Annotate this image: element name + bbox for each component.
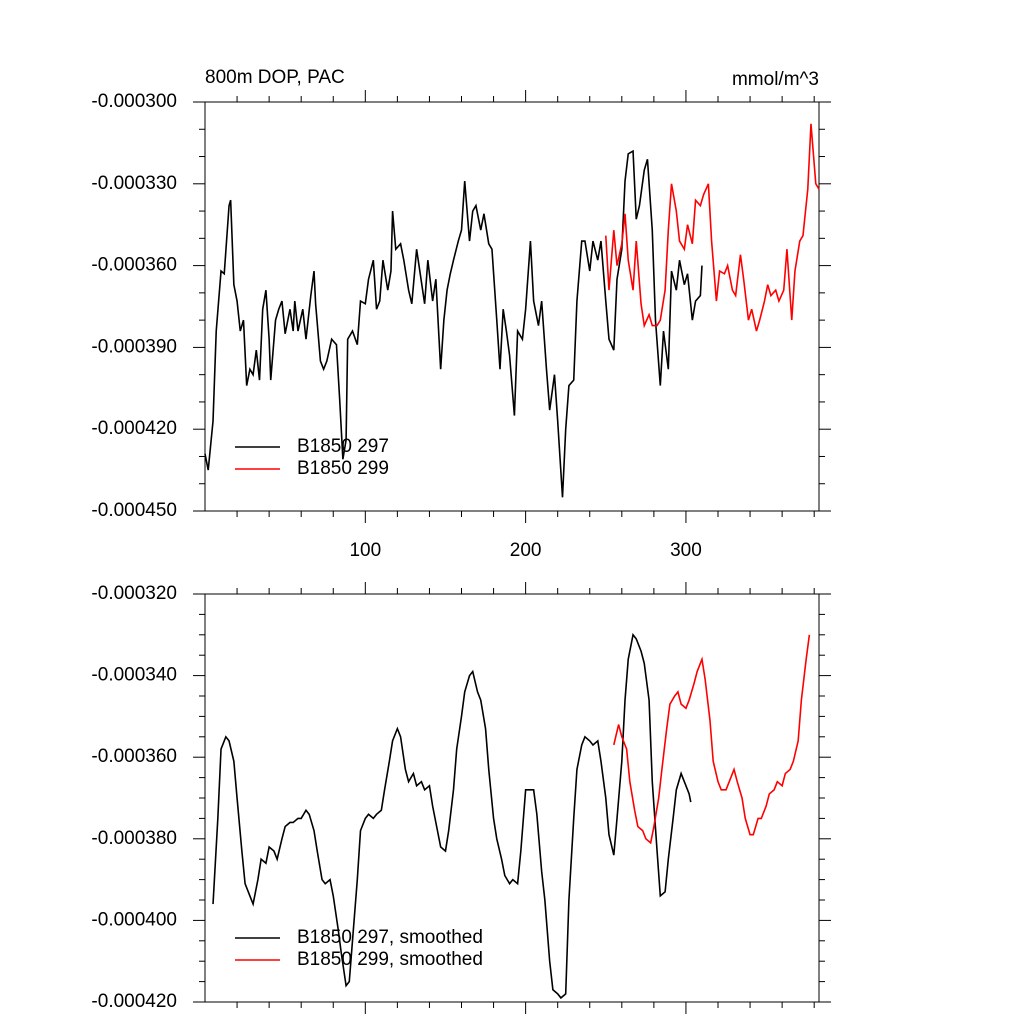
- y-tick-label: -0.000380: [91, 828, 177, 849]
- data-line: [604, 123, 820, 332]
- legend-label: B1850 297: [297, 436, 389, 457]
- y-tick-label: -0.000330: [91, 173, 177, 194]
- y-tick-label: -0.000340: [91, 665, 177, 686]
- y-tick-label: -0.000450: [91, 500, 177, 521]
- y-tick-label: -0.000400: [91, 909, 177, 930]
- data-line: [204, 149, 703, 498]
- legend-label: B1850 299: [297, 458, 389, 479]
- y-tick-label: -0.000320: [91, 583, 177, 604]
- y-tick-label: -0.000420: [91, 991, 177, 1012]
- units-label: mmol/m^3: [732, 69, 819, 90]
- legend-label: B1850 297, smoothed: [297, 927, 483, 948]
- y-tick-label: -0.000390: [91, 336, 177, 357]
- x-tick-label: 200: [510, 540, 542, 561]
- y-tick-label: -0.000360: [91, 255, 177, 276]
- y-tick-label: -0.000420: [91, 418, 177, 439]
- y-tick-label: -0.000300: [91, 91, 177, 112]
- x-tick-label: 300: [670, 540, 702, 561]
- data-line: [613, 634, 811, 845]
- chart-title: 800m DOP, PAC: [205, 67, 345, 88]
- x-tick-label: 100: [349, 540, 381, 561]
- y-tick-label: -0.000360: [91, 746, 177, 767]
- plot-frame: [204, 101, 820, 512]
- legend-label: B1850 299, smoothed: [297, 949, 483, 970]
- data-line: [212, 632, 692, 1000]
